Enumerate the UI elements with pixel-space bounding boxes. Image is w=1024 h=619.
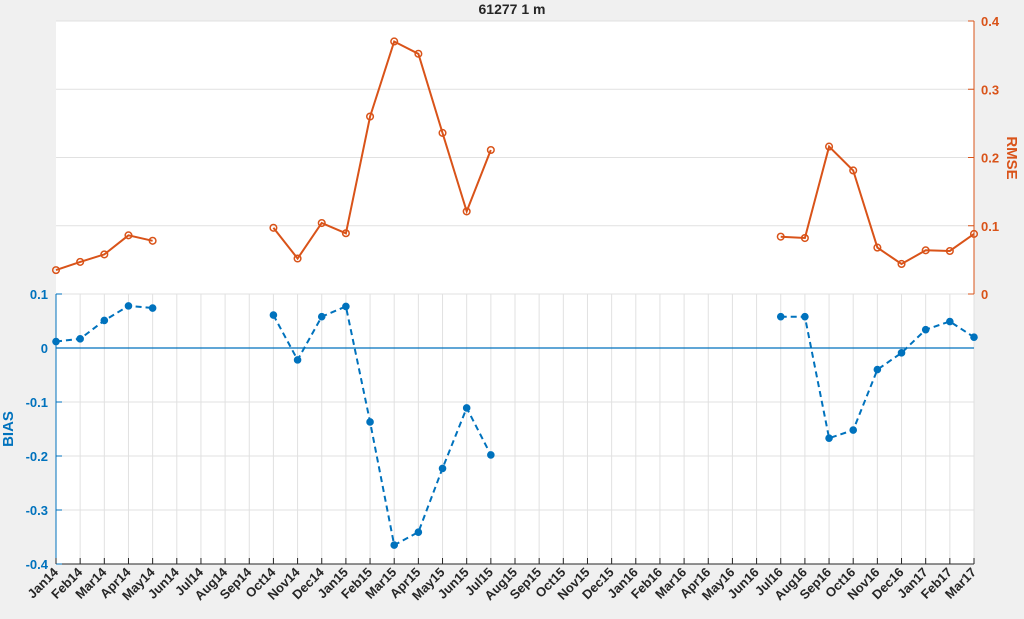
rmse-tick-label: 0.1 <box>981 219 999 234</box>
rmse-point <box>317 218 326 228</box>
bias-series <box>52 302 978 549</box>
rmse-point <box>100 250 109 259</box>
bias-point <box>269 311 278 319</box>
bias-point <box>946 317 954 326</box>
bias-point <box>342 302 350 311</box>
bias-point <box>801 312 809 321</box>
bias-tick-label: 0.1 <box>30 287 48 302</box>
bias-tick-label: -0.2 <box>26 449 48 464</box>
bias-point <box>921 325 930 334</box>
bias-point <box>293 356 302 364</box>
rmse-axis-title: RMSE <box>1003 136 1020 179</box>
bias-tick-label: -0.4 <box>26 557 49 572</box>
bias-point <box>462 404 471 412</box>
rmse-tick-label: 0.3 <box>981 82 999 97</box>
rmse-tick-label: 0.2 <box>981 151 999 166</box>
bias-point <box>366 418 374 426</box>
rmse-point <box>897 259 906 269</box>
rmse-tick-label: 0.4 <box>981 14 1000 29</box>
bias-point <box>897 349 906 357</box>
rmse-point <box>776 232 785 241</box>
rmse-point <box>462 207 471 216</box>
bias-point <box>825 434 833 442</box>
rmse-point <box>414 49 423 58</box>
rmse-point <box>51 266 61 275</box>
rmse-point <box>390 37 399 46</box>
chart-title: 61277 1 m <box>479 1 546 17</box>
rmse-point <box>921 246 930 255</box>
rmse-point <box>486 145 495 155</box>
rmse-point <box>269 223 278 232</box>
bias-point <box>317 312 326 321</box>
rmse-point <box>849 166 858 175</box>
rmse-point <box>800 233 809 243</box>
rmse-series <box>51 37 979 275</box>
bias-line <box>272 305 492 547</box>
rmse-point <box>124 231 133 240</box>
rmse-point <box>76 257 85 266</box>
bias-point <box>970 333 978 342</box>
bias-point <box>776 312 785 321</box>
bias-point <box>100 316 109 325</box>
bias-tick-label: -0.1 <box>26 395 48 410</box>
rmse-point <box>293 254 302 263</box>
bias-point <box>438 464 447 473</box>
rmse-point <box>341 229 350 238</box>
rmse-point <box>873 243 882 252</box>
rmse-point <box>969 229 979 238</box>
rmse-point <box>148 236 157 245</box>
rmse-line <box>55 234 153 272</box>
rmse-point <box>945 246 954 256</box>
rmse-point <box>366 112 375 121</box>
bias-point <box>76 335 84 343</box>
rmse-line <box>272 40 492 261</box>
bias-point <box>487 451 495 459</box>
bias-point <box>148 304 157 312</box>
bias-point <box>849 426 858 434</box>
rmse-tick-label: 0 <box>981 287 988 302</box>
bias-point <box>873 365 882 374</box>
bias-point <box>124 302 133 310</box>
bias-tick-label: 0 <box>41 341 48 356</box>
bias-point <box>52 337 60 346</box>
rmse-point <box>438 128 447 137</box>
bias-point <box>414 528 423 536</box>
rmse-point <box>825 142 834 151</box>
rmse-line <box>780 144 975 266</box>
bias-axis-title: BIAS <box>0 411 17 447</box>
bias-point <box>390 541 399 549</box>
bias-tick-label: -0.3 <box>26 503 48 518</box>
bias-line <box>780 315 975 440</box>
